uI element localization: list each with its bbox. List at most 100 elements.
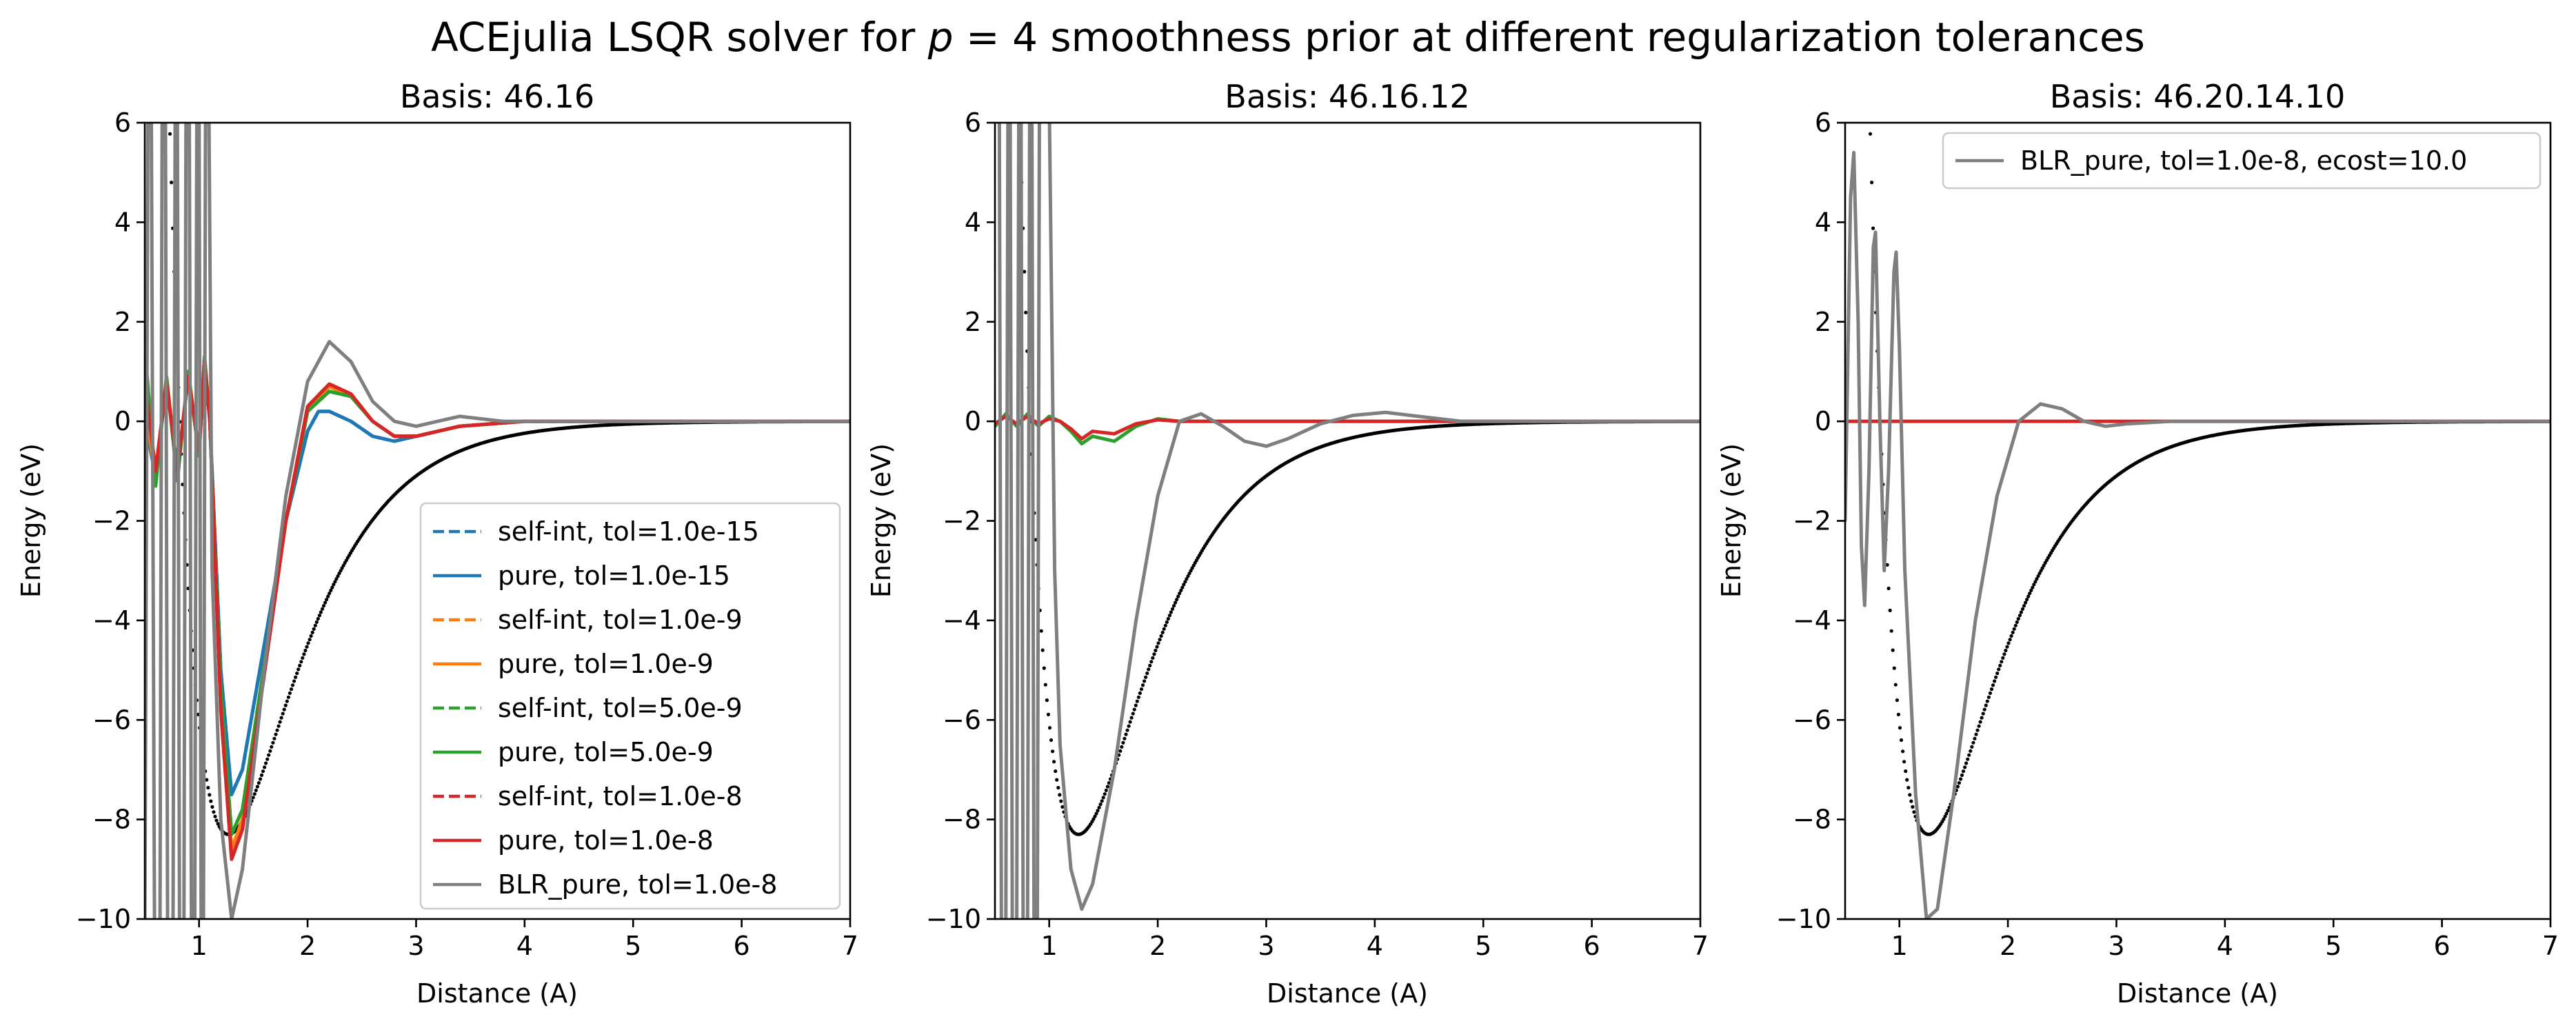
- panel-1-ref-point-34: [216, 822, 220, 826]
- panel-3-ref-point-63: [1957, 781, 1961, 785]
- panel-1-ref-point-68: [264, 761, 268, 765]
- panel-2-ref-point-78: [1128, 720, 1132, 724]
- panel-1-ref-point-80: [281, 711, 285, 716]
- panel-1-ref-point-98: [306, 641, 310, 645]
- panel-3-ref-point-85: [1988, 691, 1992, 696]
- panel-3-ref-point-74: [1973, 736, 1977, 740]
- panel-3-ref-point-81: [1982, 707, 1986, 711]
- panel-3-ref-point-24: [1902, 760, 1906, 764]
- panel-2-ref-point-90: [1145, 671, 1149, 676]
- panel-3-ref-point-25: [1904, 769, 1908, 774]
- panel-1-ref-point-65: [259, 773, 264, 777]
- panel-3-ref-point-100: [2009, 634, 2013, 638]
- panel-2-xticks: 1 2 3 4 5 6 7: [1041, 919, 1709, 961]
- legend-label-self-int-5e-9: self-int, tol=5.0e-9: [498, 693, 743, 723]
- panel-1-ref-point-107: [319, 610, 323, 614]
- panel-3-ref-point-12: [1885, 563, 1889, 567]
- panel-3-ytick-label-4: −2: [1793, 506, 1831, 536]
- legend-entry-self-int-1e-8: self-int, tol=1.0e-8: [433, 781, 743, 811]
- panel-2-ref-point-23: [1051, 749, 1055, 754]
- panel-3-xticks: 1 2 3 4 5 6 7: [1891, 919, 2559, 961]
- panel-1-ref-point-109: [321, 604, 326, 608]
- panel-2-ref-point-21: [1047, 726, 1052, 730]
- panel-3-ref-point-72: [1970, 745, 1974, 749]
- panel-3-series-line-1: [1845, 150, 2550, 919]
- panel-1-ref-point-74: [272, 736, 276, 740]
- panel-2-xtick-label-6: 7: [1692, 931, 1709, 961]
- panel-2-xtick-label-2: 3: [1258, 931, 1274, 961]
- panel-1-ref-point-83: [285, 699, 289, 703]
- panel-3-ref-point-120: [2037, 572, 2042, 576]
- panel-1-ref-point-69: [265, 757, 270, 761]
- panel-1-ref-point-29: [209, 799, 213, 803]
- panel-1-ref-point-104: [314, 620, 319, 625]
- panel-1-ref-point-63: [256, 781, 261, 785]
- panel-2-ref-point-25: [1054, 769, 1058, 774]
- panel-3-ref-point-108: [2020, 607, 2025, 611]
- panel-1-lines: [145, 123, 850, 919]
- panel-2-ref-point-53: [1093, 814, 1097, 818]
- panel-3-ref-point-107: [2019, 610, 2023, 614]
- panel-1-ref-point-0: [168, 132, 172, 136]
- panel-2-ref-point-56: [1097, 805, 1101, 809]
- panel-3-ref-point-95: [2002, 652, 2006, 656]
- panel-1-ylabel: Energy (eV): [16, 443, 46, 598]
- legend-label-blr-pure-ecost: BLR_pure, tol=1.0e-8, ecost=10.0: [2020, 145, 2467, 176]
- panel-3-ref-point-69: [1966, 757, 1970, 761]
- panel-1-xtick-label-0: 1: [191, 931, 208, 961]
- panel-1-ref-point-100: [309, 634, 313, 638]
- panel-1-ref-point-62: [255, 785, 259, 789]
- panel-2-ref-point-16: [1040, 648, 1045, 652]
- panel-1-ref-point-95: [302, 652, 306, 656]
- panel-3-xtick-label-2: 3: [2108, 931, 2124, 961]
- panel-2-ref-point-77: [1127, 724, 1131, 728]
- panel-1-legend-frame: [419, 502, 841, 910]
- panel-3-ref-point-94: [2001, 656, 2005, 660]
- panel-1-ref-point-70: [267, 753, 271, 757]
- panel-1-ytick-label-1: 4: [114, 207, 131, 237]
- panel-3-ref-point-16: [1891, 648, 1895, 652]
- panel-3-ref-point-52: [1942, 817, 1946, 821]
- panel-3-ref-point-119: [2036, 574, 2040, 578]
- panel-3-reference-dots: [1868, 132, 2550, 836]
- panel-1-ref-point-116: [332, 583, 336, 587]
- panel-2-ref-point-19: [1045, 698, 1049, 703]
- panel-1-ref-point-85: [288, 691, 292, 696]
- panel-2-xlabel: Distance (A): [1267, 978, 1428, 1009]
- panel-1-ref-point-99: [308, 638, 312, 642]
- panel-3-ref-point-53: [1943, 814, 1947, 818]
- panel-2-plot: [995, 123, 1700, 919]
- panel-1-ref-point-60: [252, 792, 256, 796]
- panel-1-ytick-label-6: −6: [92, 705, 131, 735]
- panel-2-xtick-label-0: 1: [1041, 931, 1058, 961]
- panel-1-xtick-label-4: 5: [625, 931, 641, 961]
- panel-3-ref-point-102: [2012, 627, 2016, 631]
- panel-2-ref-point-104: [1165, 620, 1169, 625]
- figure-suptitle: ACEjulia LSQR solver for p = 4 smoothnes…: [431, 14, 2145, 61]
- panel-3-ref-point-1: [1870, 181, 1874, 185]
- panel-2-ref-point-101: [1160, 630, 1165, 635]
- panel-1-ytick-label-4: −2: [92, 506, 131, 536]
- panel-3-ref-point-116: [2032, 583, 2036, 587]
- panel-1-ref-point-112: [326, 594, 330, 598]
- panel-1-ref-point-67: [263, 765, 267, 769]
- panel-2-ref-point-76: [1125, 728, 1129, 732]
- panel-1-ref-point-59: [251, 796, 255, 800]
- panel-2-ref-point-17: [1042, 666, 1046, 670]
- panel-3-ref-point-77: [1977, 724, 1981, 728]
- legend-entry-blr-pure-1e-8: BLR_pure, tol=1.0e-8: [433, 869, 777, 900]
- panel-2-ref-point-54: [1094, 811, 1098, 816]
- panel-3-ref-point-15: [1889, 629, 1893, 633]
- panel-3-lines: [1845, 150, 2550, 919]
- panel-3-plot: [1845, 132, 2550, 919]
- panel-2-title: Basis: 46.16.12: [1225, 78, 1469, 115]
- panel-3-ref-point-78: [1978, 720, 1982, 724]
- panel-2-ref-point-112: [1176, 594, 1180, 598]
- panel-1-ref-point-90: [295, 671, 299, 676]
- panel-3-ref-point-89: [1994, 675, 1998, 679]
- panel-3-ref-point-88: [1993, 679, 1997, 683]
- legend-label-pure-1e-15: pure, tol=1.0e-15: [498, 561, 730, 591]
- panel-3-ref-point-19: [1895, 698, 1899, 703]
- panel-3-ref-point-104: [2015, 620, 2019, 625]
